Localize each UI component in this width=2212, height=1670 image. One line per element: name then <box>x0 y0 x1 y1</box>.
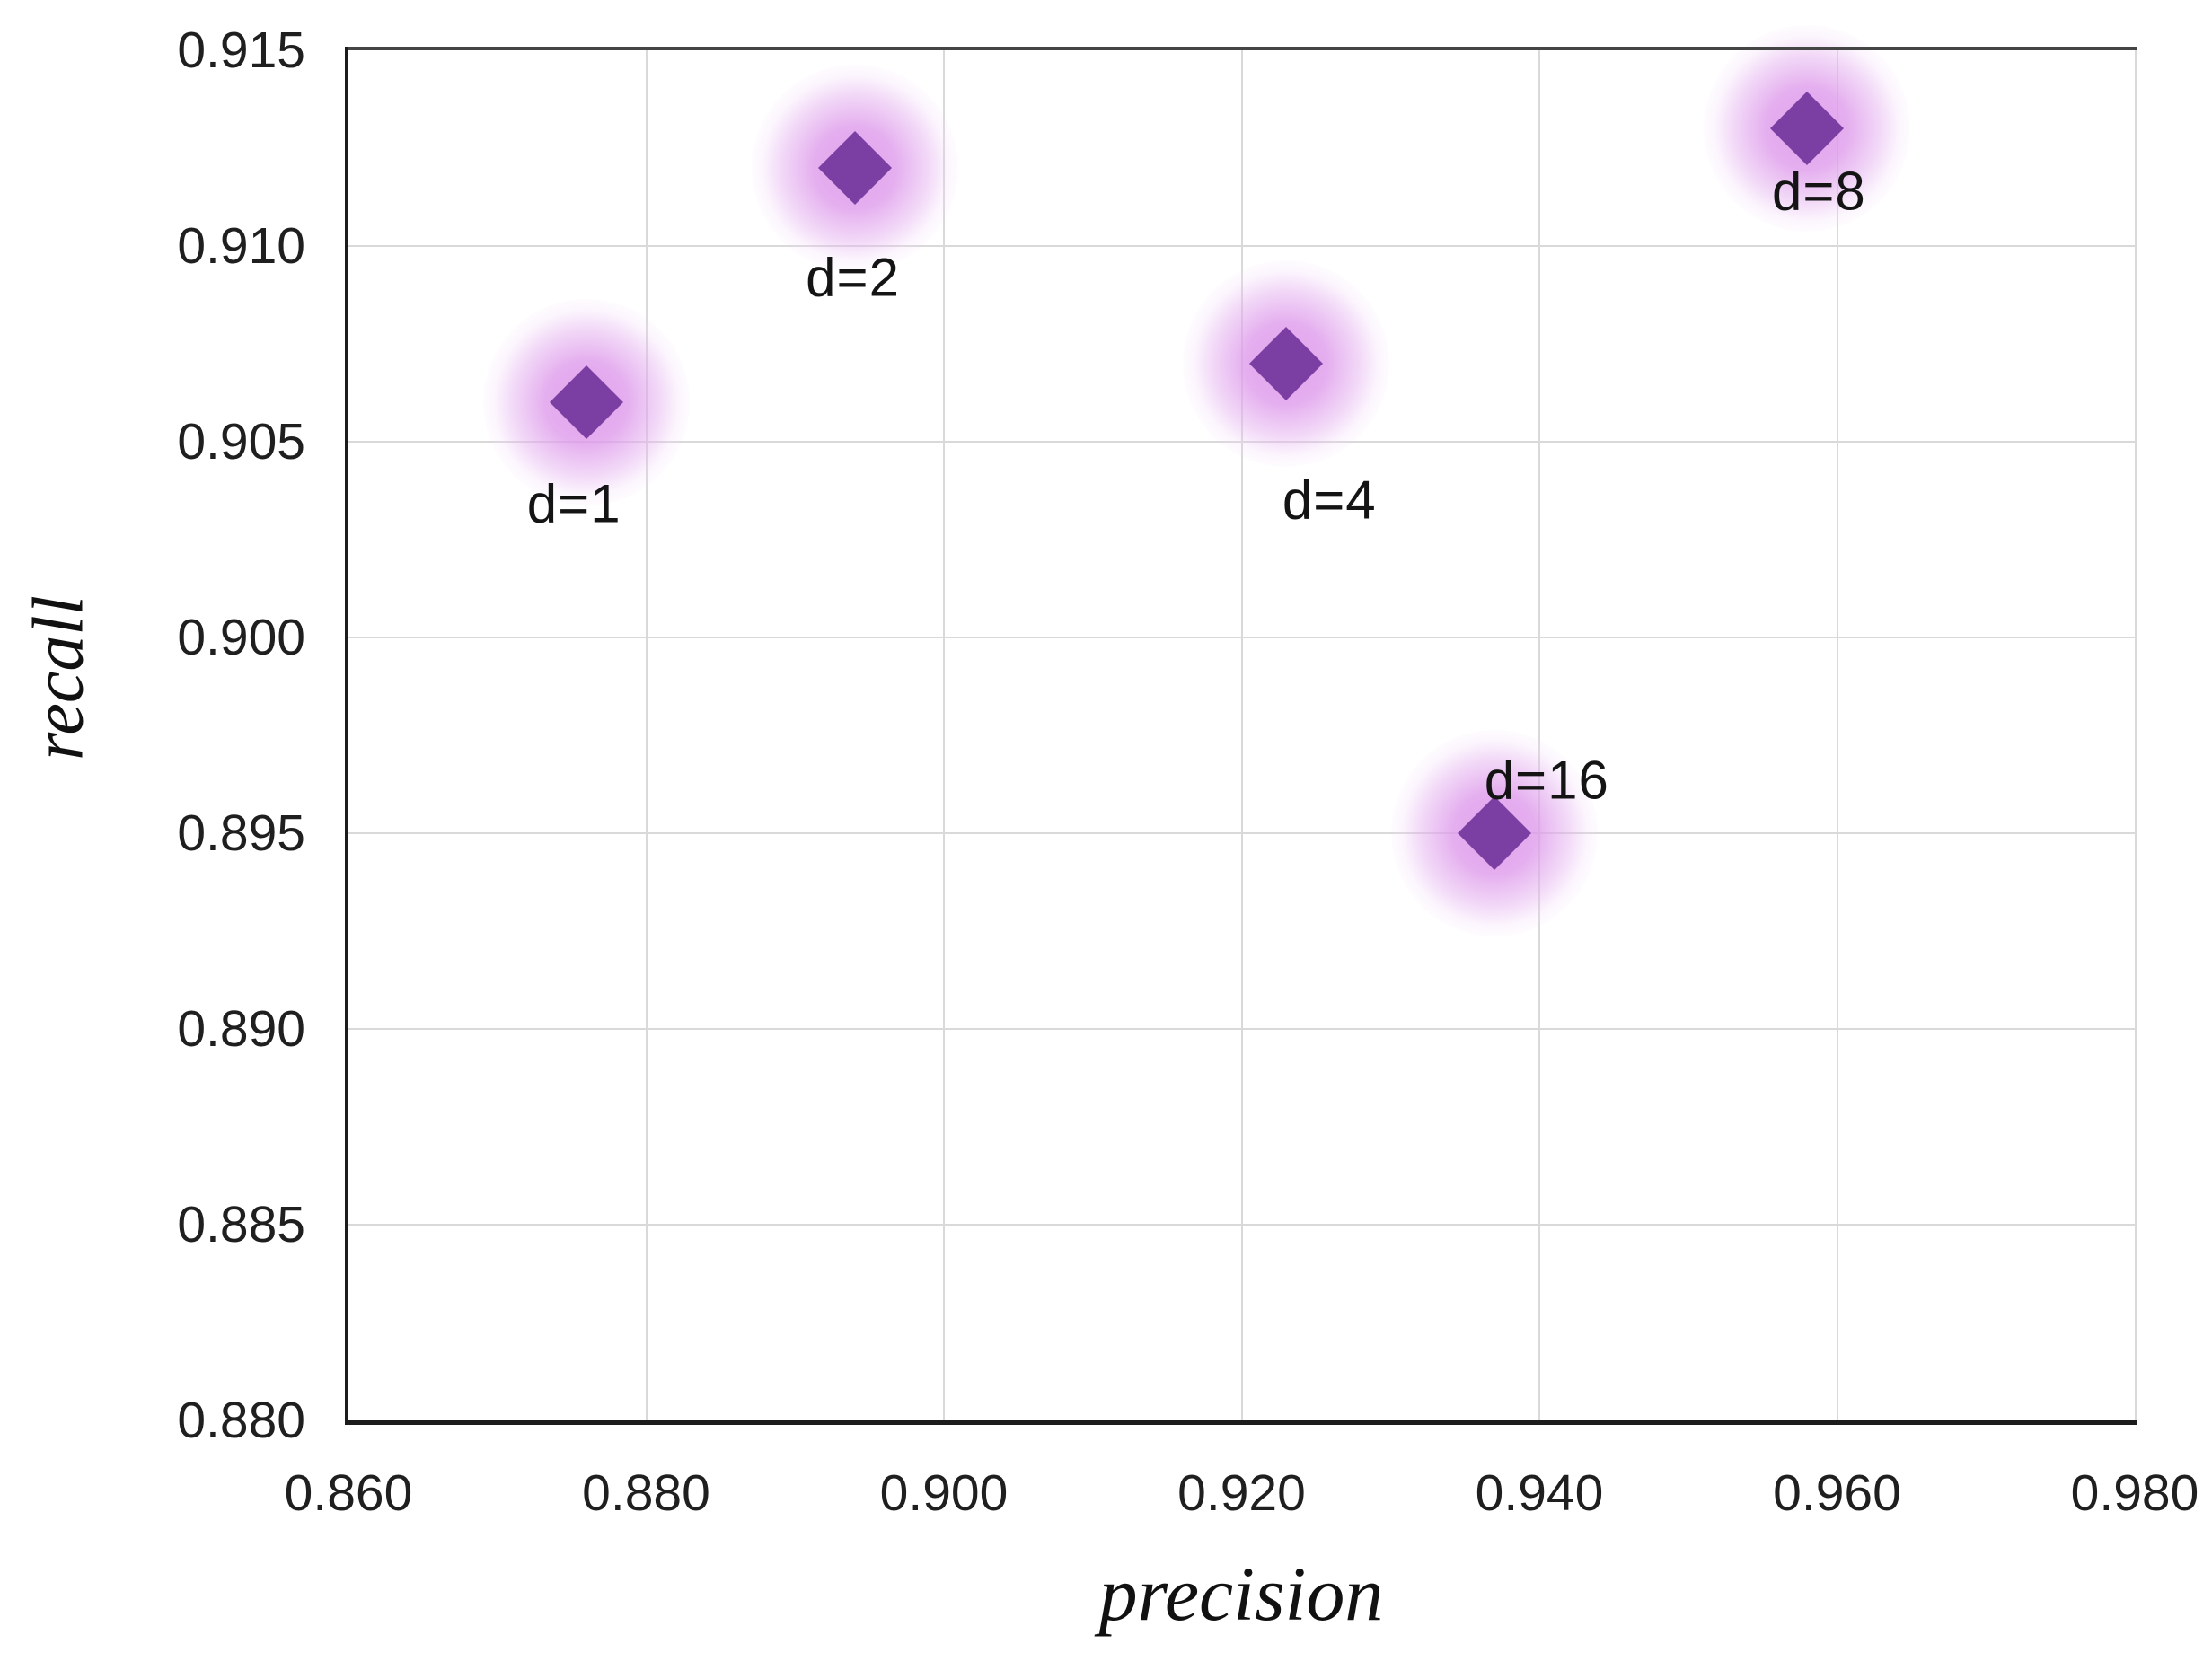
gridline-vertical <box>645 50 648 1420</box>
x-tick-label: 0.900 <box>879 1464 1009 1522</box>
gridline-horizontal <box>348 1224 2135 1226</box>
gridline-horizontal <box>348 245 2135 247</box>
gridline-vertical <box>943 50 945 1420</box>
y-tick-label: 0.910 <box>177 217 305 275</box>
x-tick-label: 0.940 <box>1475 1464 1604 1522</box>
data-point-label: d=8 <box>1771 161 1866 222</box>
x-tick-label: 0.960 <box>1773 1464 1901 1522</box>
gridline-vertical <box>1836 50 1838 1420</box>
gridline-vertical <box>1538 50 1540 1420</box>
y-tick-label: 0.890 <box>177 1000 305 1058</box>
y-axis-line <box>345 47 348 1420</box>
gridline-horizontal <box>348 637 2135 638</box>
data-point-label: d=2 <box>806 247 900 308</box>
x-axis-title: precision <box>1098 1551 1384 1637</box>
x-tick-label: 0.860 <box>284 1464 413 1522</box>
gridline-horizontal <box>348 1028 2135 1030</box>
data-point-label: d=16 <box>1484 750 1609 811</box>
plot-border-right <box>2135 50 2137 1420</box>
y-tick-label: 0.905 <box>177 413 305 470</box>
y-tick-label: 0.900 <box>177 609 305 666</box>
data-point-label: d=1 <box>526 473 621 534</box>
data-point-label: d=4 <box>1282 470 1377 531</box>
gridline-vertical <box>1240 50 1243 1420</box>
y-tick-label: 0.885 <box>177 1196 305 1253</box>
x-axis-line <box>345 1420 2137 1425</box>
plot-border-top <box>347 47 2137 50</box>
y-tick-label: 0.915 <box>177 22 305 79</box>
x-tick-label: 0.980 <box>2070 1464 2199 1522</box>
x-tick-label: 0.880 <box>582 1464 710 1522</box>
x-tick-label: 0.920 <box>1177 1464 1306 1522</box>
plot-area: d=1 d=2 d=4 d=8 d=16 <box>345 25 2137 1425</box>
y-tick-label: 0.880 <box>177 1392 305 1449</box>
y-tick-label: 0.895 <box>177 804 305 862</box>
gridline-horizontal <box>348 832 2135 834</box>
